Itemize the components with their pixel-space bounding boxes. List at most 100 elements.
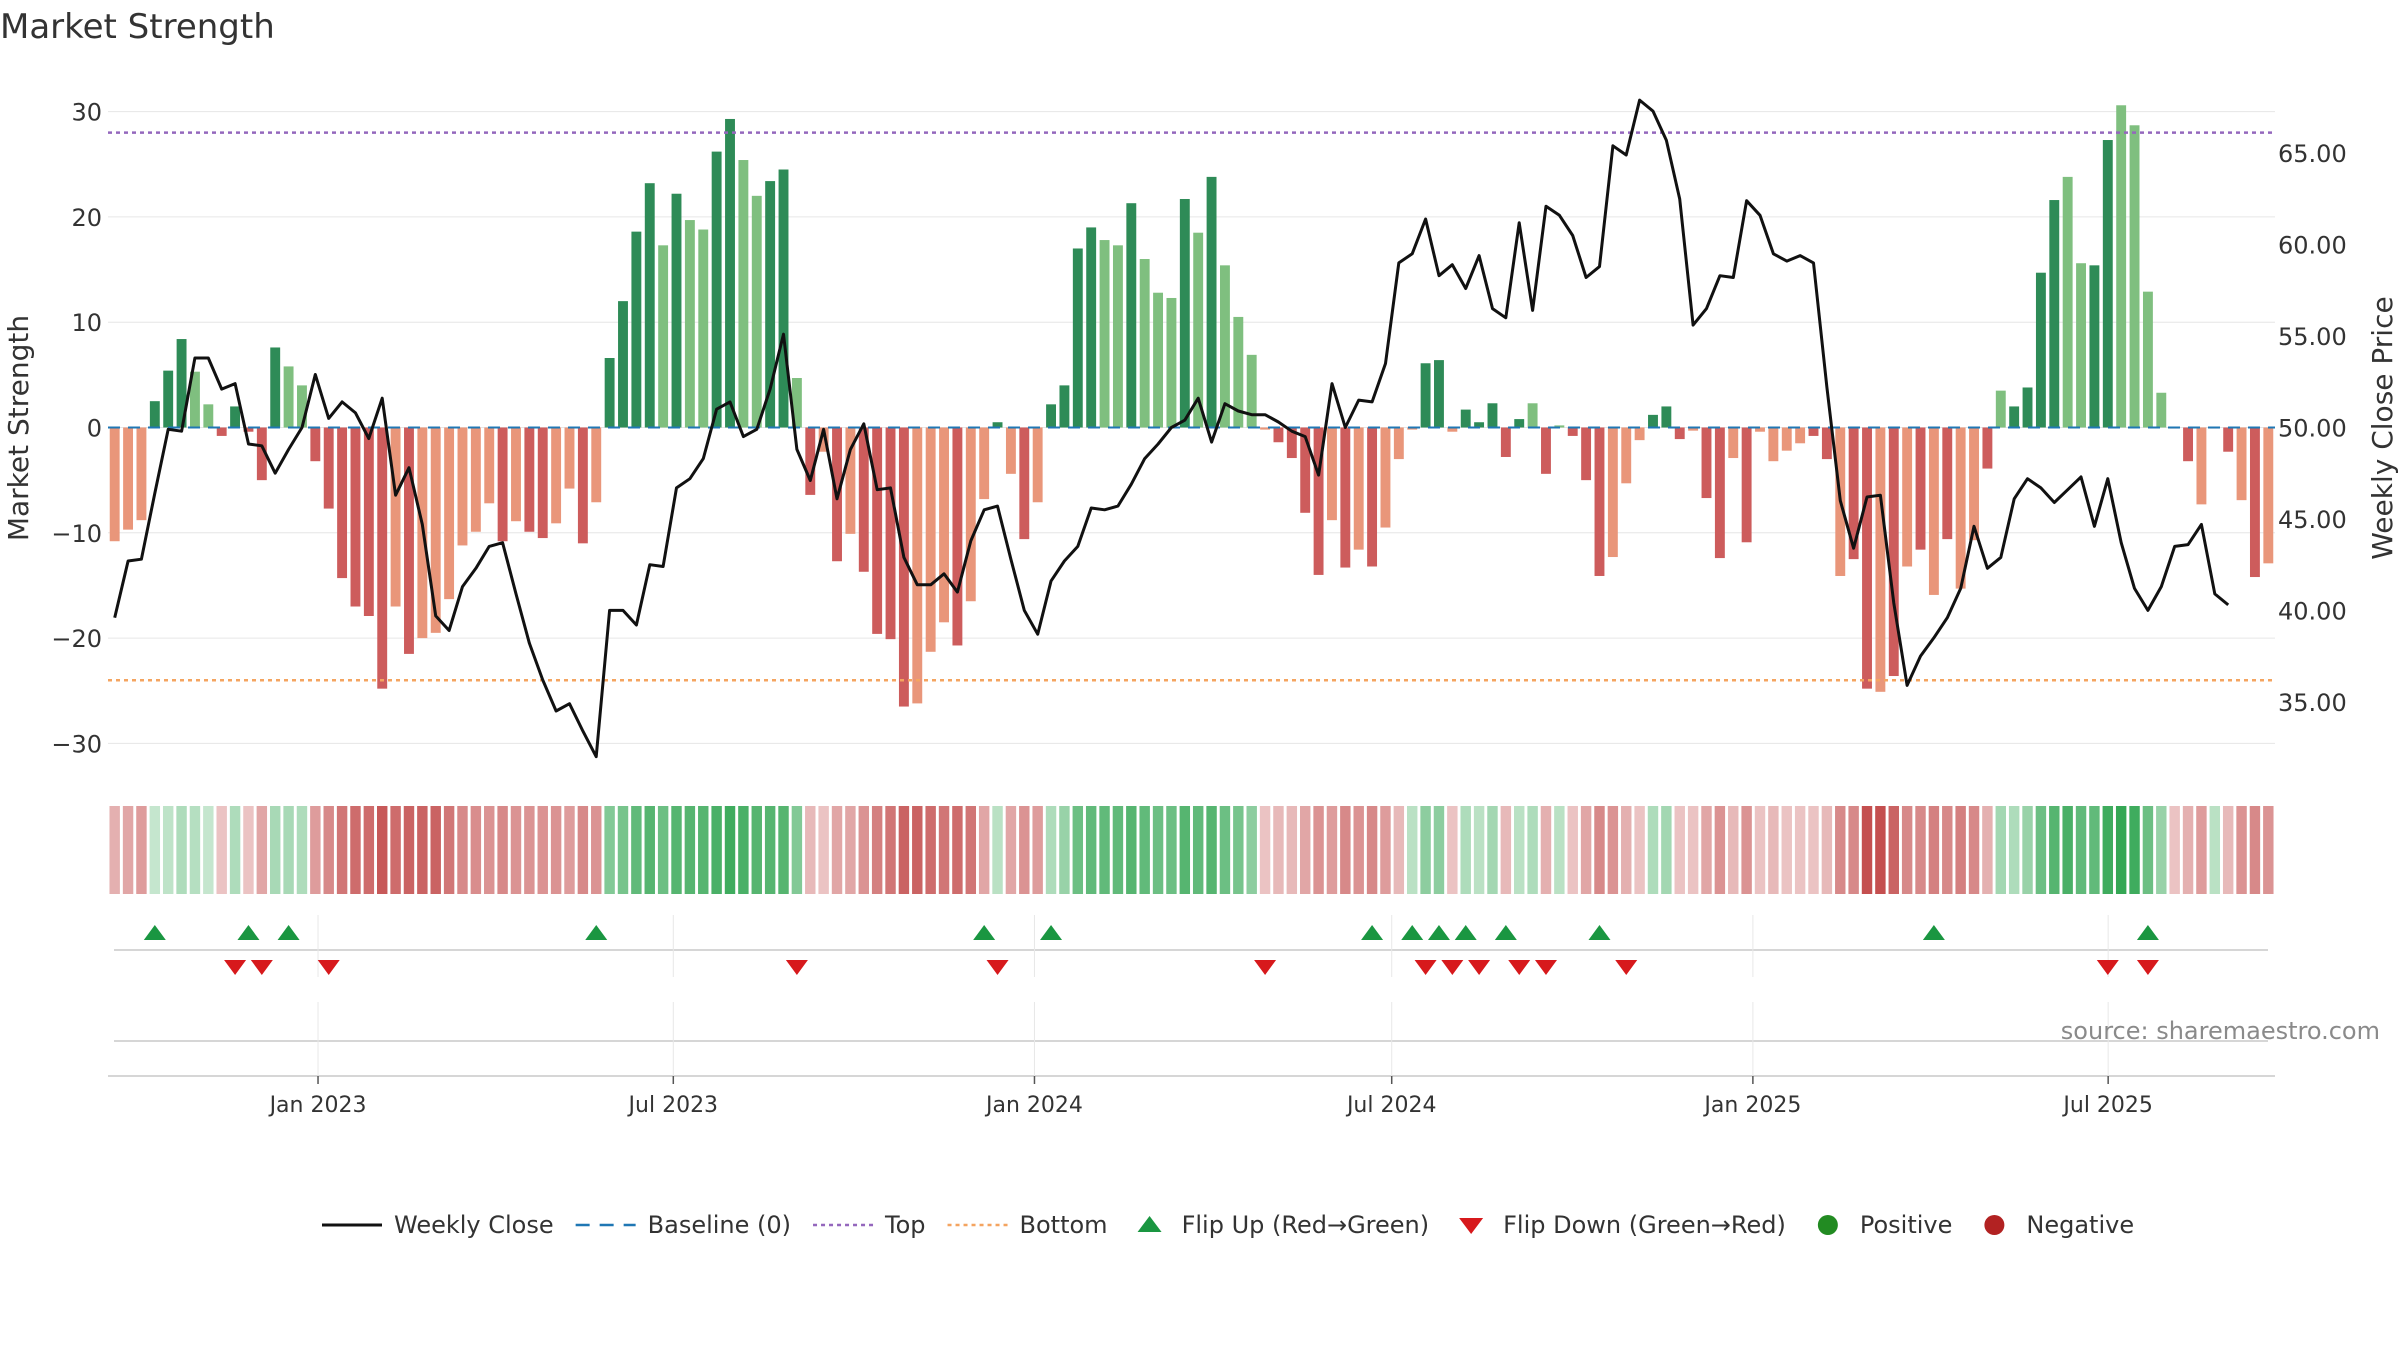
x-tick-label: Jul 2025	[2061, 1093, 2153, 1118]
heat-cell	[1152, 806, 1164, 894]
heat-cell	[1674, 806, 1685, 894]
strength-bar	[912, 427, 923, 704]
strength-bar	[551, 427, 562, 524]
strength-bar	[1674, 427, 1685, 440]
heat-cell	[1741, 806, 1752, 894]
strength-bar	[858, 427, 869, 572]
strength-bar	[1581, 427, 1592, 481]
y2-tick-label: 45.00	[2278, 506, 2347, 534]
y2-tick-label: 60.00	[2278, 232, 2347, 260]
weekly-close-line	[113, 98, 2230, 759]
strength-bar	[1607, 427, 1618, 558]
heat-cell	[1928, 806, 1940, 894]
y-tick-label: 20	[71, 204, 102, 232]
heat-cell	[283, 806, 294, 894]
heat-cell	[2049, 806, 2060, 894]
strength-bar	[524, 427, 535, 532]
strength-bar	[2236, 427, 2247, 501]
heat-cell	[1768, 806, 1779, 894]
strength-bar	[2009, 406, 2020, 428]
strength-bar	[149, 401, 160, 428]
strength-bar	[2183, 427, 2194, 462]
flip-down-marker	[1441, 960, 1464, 975]
strength-bar	[350, 427, 361, 607]
heat-cell	[136, 806, 147, 894]
heat-cell	[2236, 806, 2247, 894]
legend-label: Top	[884, 1211, 926, 1239]
heat-cell	[323, 806, 334, 894]
strength-bar	[1139, 259, 1150, 428]
heat-cell	[550, 806, 562, 894]
heat-cell	[1353, 806, 1364, 894]
flip-up-marker	[277, 925, 300, 940]
heat-cell	[363, 806, 375, 894]
y2-axis-label: Weekly Close Price	[2366, 296, 2399, 559]
legend-label: Baseline (0)	[648, 1211, 791, 1239]
flip-down-marker	[1254, 960, 1277, 975]
heat-cell	[1447, 806, 1458, 894]
heat-cell	[1393, 806, 1405, 894]
heat-cell	[1607, 806, 1619, 894]
flip-down-marker	[317, 960, 340, 975]
flip-up-marker	[973, 925, 996, 940]
strength-bar	[1032, 427, 1043, 503]
strength-bar	[791, 378, 802, 428]
heat-cell	[2142, 806, 2154, 894]
reference-lines	[108, 131, 2275, 682]
strength-bar	[203, 404, 214, 428]
heat-cell	[1139, 806, 1150, 894]
heat-cell	[1126, 806, 1137, 894]
heat-cell	[149, 806, 161, 894]
heat-cell	[778, 806, 789, 894]
strength-bar	[2062, 176, 2073, 428]
x-tick-label: Jul 2023	[627, 1093, 719, 1118]
heat-cell	[2196, 806, 2207, 894]
strength-bar	[1888, 427, 1899, 677]
strength-bar	[1233, 316, 1244, 428]
strength-bar	[845, 427, 856, 534]
heat-cell	[1848, 806, 1859, 894]
strength-bar	[805, 427, 816, 495]
strength-bar	[1688, 427, 1699, 431]
heat-cell	[2129, 806, 2140, 894]
heat-cell	[1634, 806, 1645, 894]
flip-up-marker	[1588, 925, 1611, 940]
heat-cell	[203, 806, 214, 894]
strength-bar	[176, 339, 187, 428]
strength-bar	[1955, 427, 1966, 589]
strength-bar	[1046, 404, 1056, 428]
flip-up-marker	[237, 925, 260, 940]
heat-cell	[1808, 806, 1819, 894]
y-tick-label: −20	[51, 625, 102, 653]
heat-cell	[1687, 806, 1699, 894]
flip-down-marker	[224, 960, 247, 975]
heat-cell	[2156, 806, 2167, 894]
heat-cell	[1340, 806, 1351, 894]
strength-bar	[1969, 427, 1979, 541]
strength-bar	[1714, 427, 1725, 559]
strength-bar	[390, 427, 401, 607]
strength-bar	[711, 151, 722, 428]
heat-cell	[2102, 806, 2114, 894]
heat-cell	[1380, 806, 1391, 894]
heat-cell	[2249, 806, 2261, 894]
strength-bar	[1179, 198, 1190, 428]
strength-bar	[751, 195, 762, 428]
heat-cell	[2263, 806, 2274, 894]
heat-cell	[2115, 806, 2127, 894]
strength-bar	[1005, 427, 1016, 474]
heat-cell	[2022, 806, 2033, 894]
y2-tick-label: 50.00	[2278, 415, 2347, 443]
strength-bar	[163, 370, 174, 428]
strength-bar	[1447, 427, 1458, 432]
flip-down-marker	[1414, 960, 1437, 975]
legend-label: Weekly Close	[394, 1211, 554, 1239]
legend-label: Negative	[2026, 1211, 2134, 1239]
strength-bar	[537, 427, 548, 539]
heat-cell	[176, 806, 187, 894]
strength-bar	[1206, 176, 1217, 428]
x-axis-ticks: Jan 2023 Jul 2023 Jan 2024 Jul 2024 Jan 2025…	[268, 1076, 2153, 1118]
flip-down-marker	[1468, 960, 1491, 975]
heat-cell	[764, 806, 776, 894]
strength-bar	[1514, 419, 1525, 428]
